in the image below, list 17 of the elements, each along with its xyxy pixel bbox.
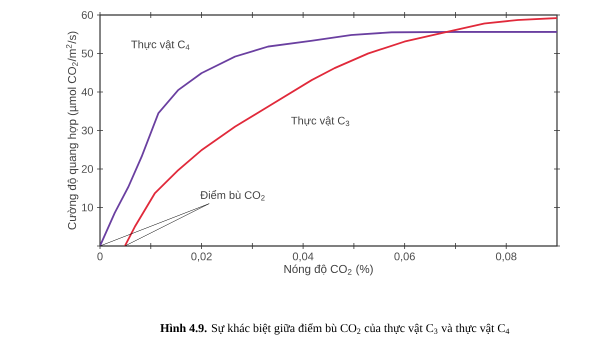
y-axis-title: Cường độ quang hợp (µmol CO$_{2}$/m$^{2}$/s) (66, 32, 78, 230)
text: Hình 4.9. Sự khác biệt giữa điểm bù CO$_{2}$ của thực vật C$_{3}$ và thực vật C$_{4}$ (160, 323, 510, 335)
annotation: Điểm bù CO$_{2}$ (200, 190, 265, 201)
y-tick-label: 20 (82, 165, 94, 173)
x-axis-title: Nóng độ CO$_{2}$ (%) (284, 264, 373, 276)
series-label: Thực vật C$_{3}$ (291, 116, 350, 126)
text: Thực vật C$_{4}$ (131, 40, 190, 50)
y-tick-label: 40 (81, 88, 94, 96)
x-tick-label: 0,06 (394, 252, 415, 262)
y-tick-label: 30 (82, 126, 94, 134)
x-tick-label: 0,02 (191, 252, 212, 262)
y-tick-label: 60 (82, 11, 94, 19)
x-tick-label: 0 (97, 252, 103, 260)
x-tick-label: 0,08 (496, 252, 516, 262)
x-tick-label: 0,04 (292, 252, 314, 262)
y-tick-label: 10 (82, 204, 94, 212)
y-tick-label: 50 (82, 50, 94, 58)
